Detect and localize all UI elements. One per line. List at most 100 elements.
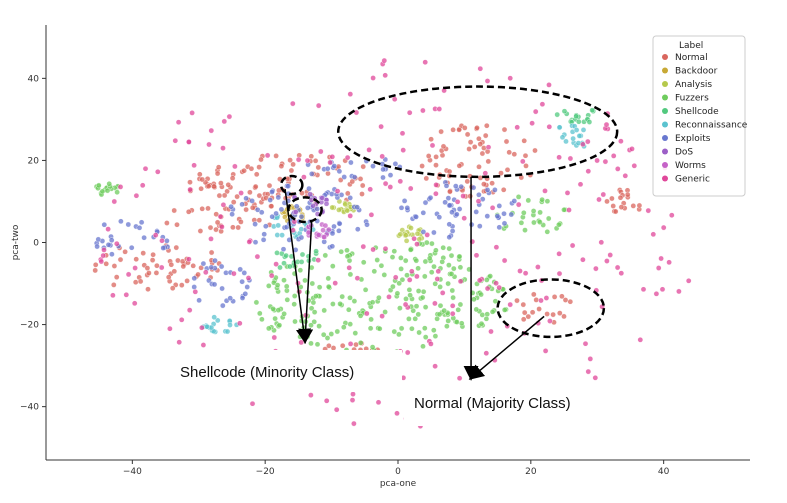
data-point (239, 201, 245, 208)
data-point (473, 306, 480, 313)
data-point (428, 341, 434, 347)
data-point (144, 265, 151, 271)
data-point (344, 190, 351, 197)
data-point (160, 245, 166, 251)
majority-annotation-box: Normal (Majority Class) (404, 381, 627, 426)
data-point (103, 260, 109, 267)
data-point (517, 268, 523, 274)
data-point (564, 190, 571, 196)
data-point (349, 397, 356, 403)
data-point (293, 203, 300, 210)
data-point (378, 123, 384, 130)
data-point (321, 307, 328, 314)
data-point (275, 194, 282, 201)
data-point (325, 275, 332, 282)
data-point (101, 221, 108, 228)
data-point (159, 237, 165, 244)
data-point (241, 270, 248, 276)
data-point (286, 263, 293, 270)
data-point (218, 180, 224, 186)
data-point (234, 193, 240, 200)
data-point (566, 207, 572, 213)
data-point (376, 294, 382, 301)
data-point (380, 174, 386, 181)
data-point (650, 231, 657, 238)
data-point (596, 196, 602, 203)
data-point (332, 280, 339, 286)
data-point (111, 198, 118, 205)
data-point (324, 335, 331, 341)
data-point (204, 323, 210, 330)
data-point (208, 249, 215, 256)
data-point (249, 204, 256, 211)
data-point (380, 166, 386, 173)
data-point (615, 166, 621, 172)
data-point (556, 124, 563, 131)
data-point (266, 182, 273, 189)
data-point (592, 374, 599, 381)
data-point (399, 130, 406, 137)
data-point (389, 254, 396, 260)
data-point (224, 188, 230, 195)
data-point (316, 323, 322, 329)
data-point (228, 203, 234, 210)
data-point (457, 264, 464, 271)
data-point (489, 308, 496, 315)
data-point (585, 138, 591, 145)
data-point (544, 228, 551, 235)
data-point (308, 392, 314, 398)
data-point (618, 204, 625, 210)
data-point (212, 257, 218, 264)
data-point (455, 306, 462, 313)
data-point (327, 159, 333, 166)
data-point (259, 316, 265, 323)
data-point (168, 261, 175, 268)
data-point (347, 321, 354, 327)
data-point (573, 127, 580, 133)
data-point (344, 247, 350, 254)
data-point (310, 299, 317, 306)
data-point (232, 163, 238, 170)
data-point (397, 231, 404, 238)
data-point (450, 127, 456, 133)
data-point (414, 241, 420, 247)
data-point (292, 209, 299, 215)
data-point (437, 284, 443, 290)
data-point (466, 146, 472, 152)
data-point (406, 109, 413, 116)
legend-entry: Fuzzers (675, 94, 709, 104)
data-point (226, 113, 233, 120)
data-point (478, 291, 484, 298)
y-tick-label: 40 (28, 74, 40, 84)
data-point (146, 270, 152, 276)
data-point (110, 292, 116, 299)
x-tick-label: −40 (123, 467, 142, 477)
data-point (253, 299, 260, 306)
data-point (279, 232, 285, 238)
data-point (186, 256, 192, 263)
data-point (423, 175, 430, 182)
data-point (196, 171, 203, 178)
data-point (347, 294, 353, 301)
data-point (150, 251, 156, 258)
data-point (425, 153, 432, 159)
data-point (297, 333, 303, 340)
y-axis-label: pca-two (11, 224, 21, 260)
data-point (352, 330, 359, 336)
y-tick-label: −40 (20, 403, 39, 413)
data-point (239, 278, 245, 285)
data-point (659, 286, 666, 293)
data-point (556, 270, 563, 277)
data-point (493, 244, 500, 250)
data-point (229, 175, 236, 181)
data-point (357, 339, 364, 346)
data-point (96, 182, 102, 189)
data-point (496, 224, 503, 231)
data-point (452, 183, 459, 189)
data-point (408, 225, 414, 231)
data-point (617, 194, 624, 201)
data-point (501, 126, 508, 133)
data-point (211, 314, 217, 321)
data-point (457, 278, 464, 285)
data-point (360, 243, 367, 250)
